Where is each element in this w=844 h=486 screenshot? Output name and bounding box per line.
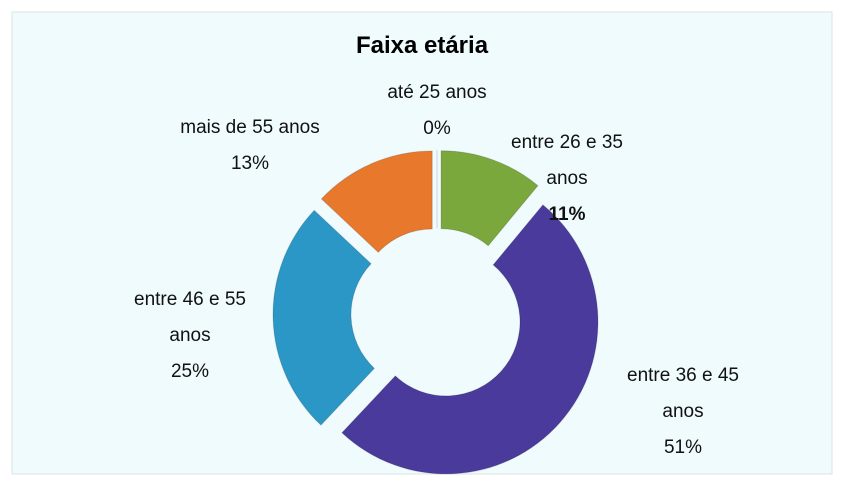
doughnut-slice bbox=[320, 150, 433, 254]
category-label: entre 46 e 55 anos bbox=[134, 289, 246, 346]
data-label: mais de 55 anos 13% bbox=[175, 110, 325, 182]
chart-title: Faixa etária bbox=[355, 32, 489, 59]
value-label: 51% bbox=[663, 437, 703, 458]
category-label: até 25 anos bbox=[387, 82, 487, 103]
data-label: entre 46 e 55 anos 25% bbox=[115, 282, 265, 390]
value-label: 13% bbox=[230, 153, 270, 174]
value-label: 25% bbox=[170, 361, 210, 382]
category-label: mais de 55 anos bbox=[180, 117, 320, 138]
value-label: 0% bbox=[423, 118, 451, 139]
data-label: entre 26 e 35 anos 11% bbox=[492, 125, 642, 233]
category-label: entre 26 e 35 anos bbox=[511, 132, 623, 189]
doughnut-slice bbox=[272, 209, 376, 426]
doughnut-slice bbox=[341, 204, 599, 475]
data-label: até 25 anos 0% bbox=[362, 75, 512, 147]
doughnut-slice bbox=[440, 150, 539, 247]
data-label: entre 36 e 45 anos 51% bbox=[608, 358, 758, 466]
category-label: entre 36 e 45 anos bbox=[627, 365, 739, 422]
value-label: 11% bbox=[548, 204, 586, 225]
